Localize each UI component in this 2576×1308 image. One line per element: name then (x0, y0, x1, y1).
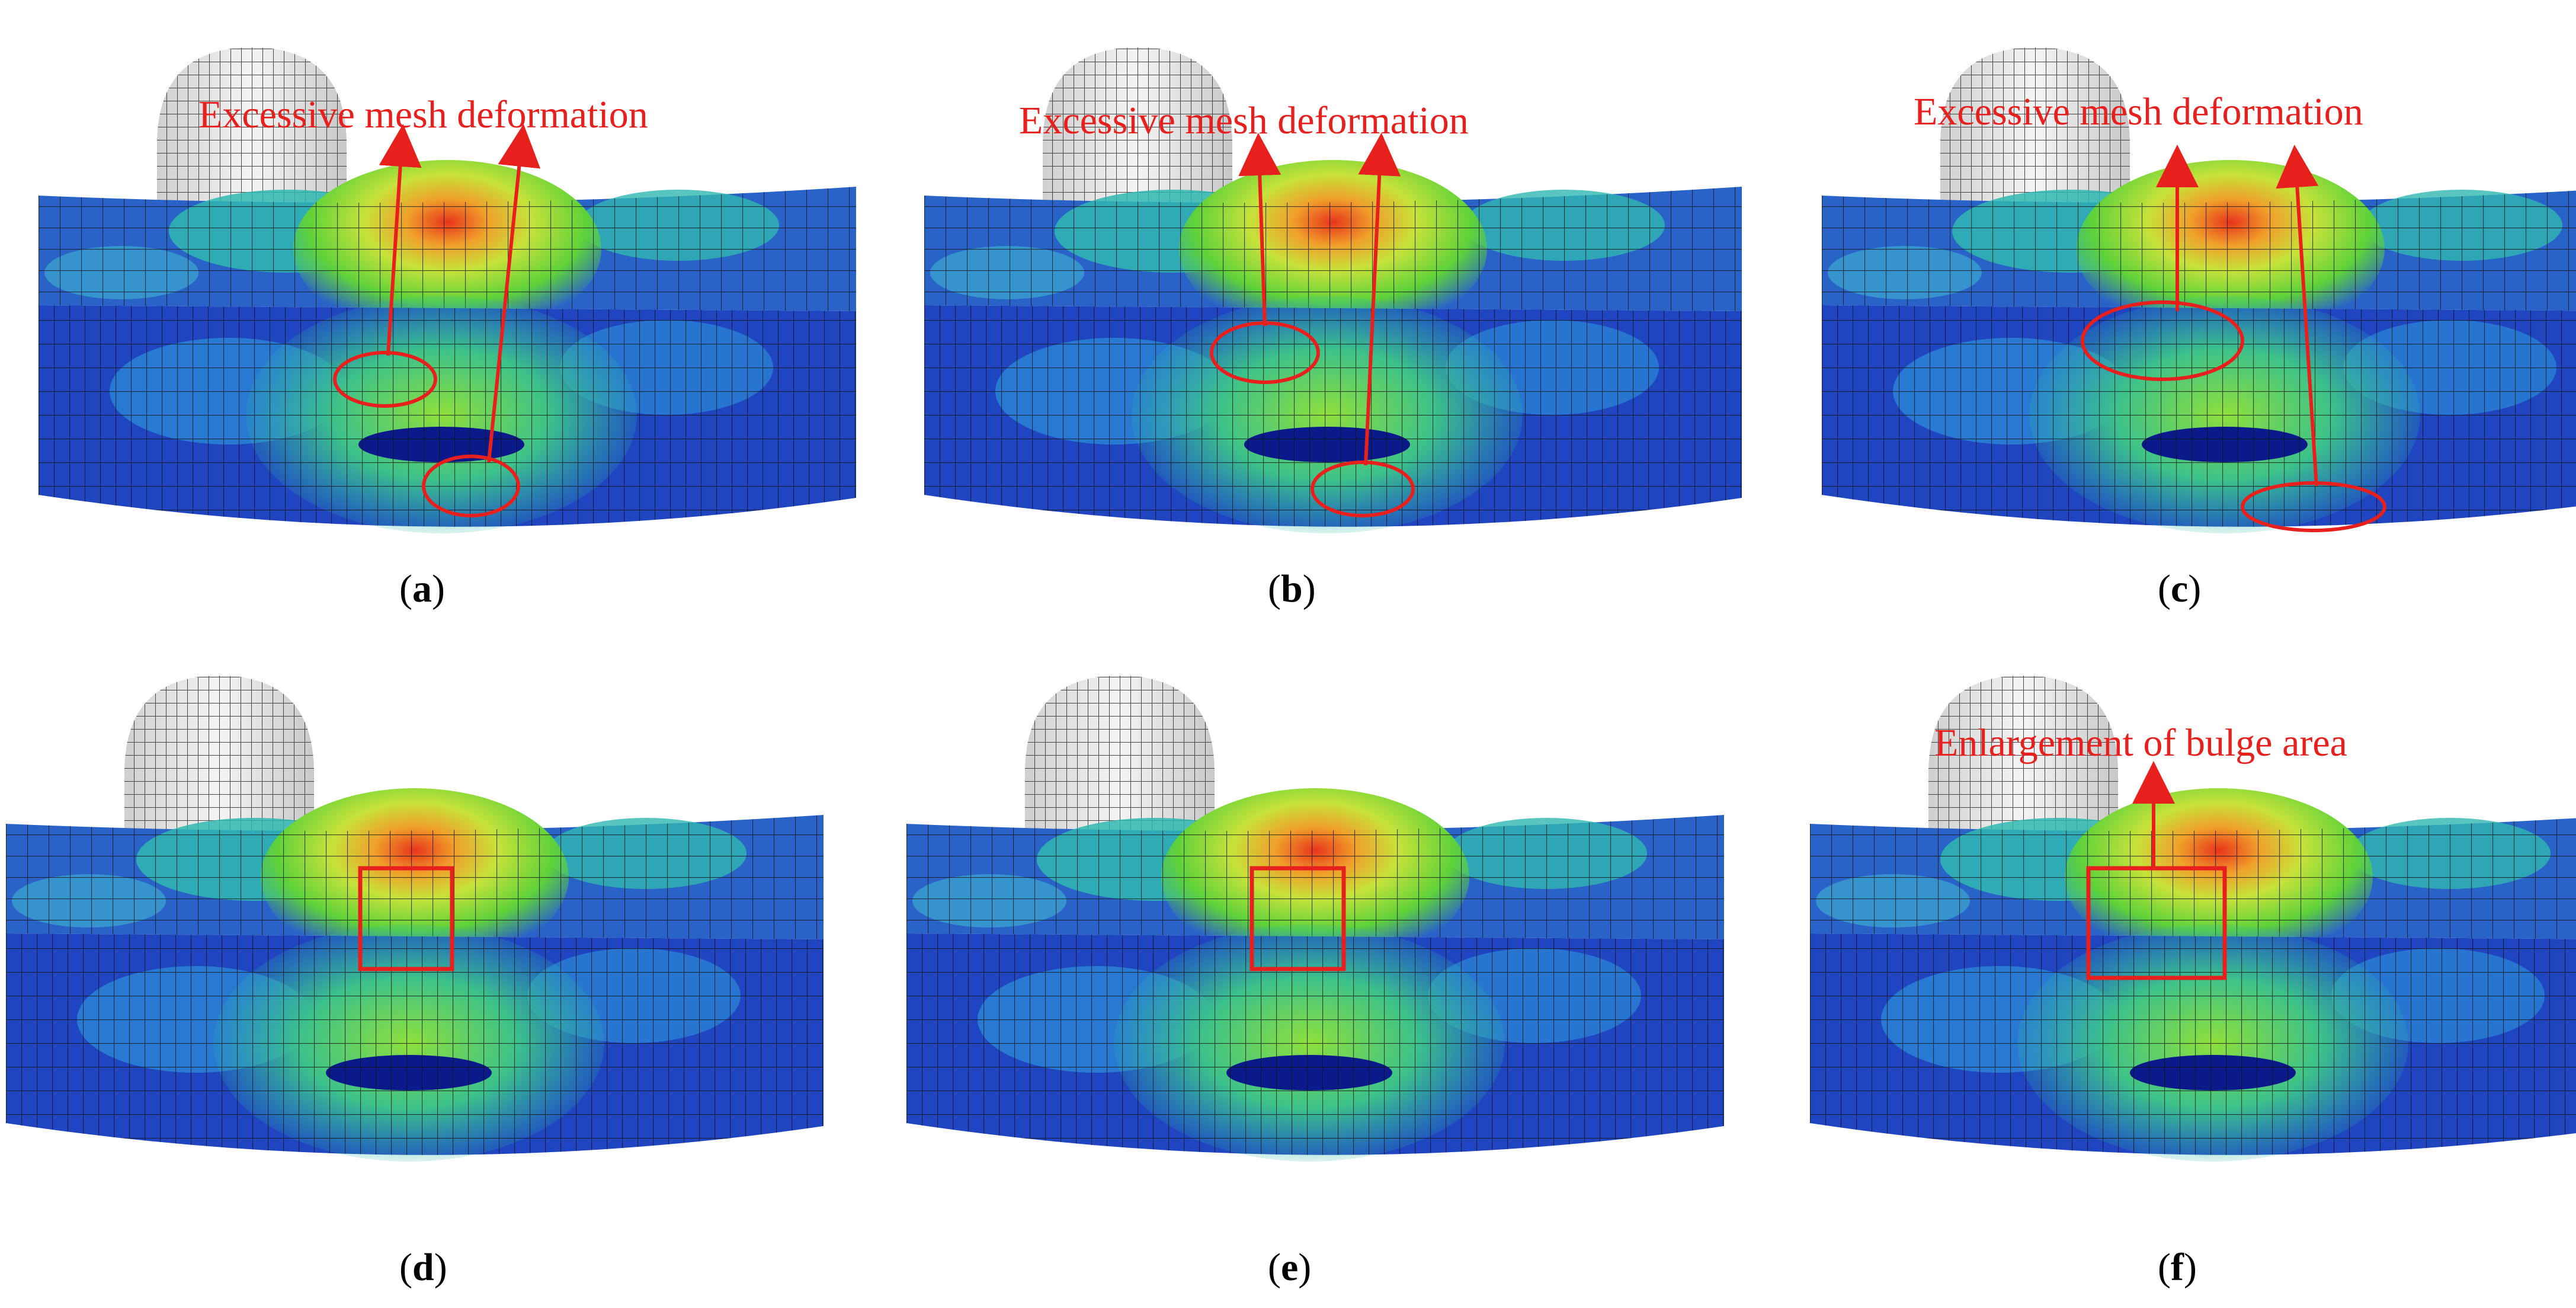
deformation-circle-top (333, 351, 437, 408)
caption-a: (a) (399, 567, 445, 610)
annotation-b: Excessive mesh deformation (1019, 99, 1469, 142)
annotation-arrow-left (1238, 133, 1281, 327)
bulge-box (358, 866, 454, 971)
deformation-circle-bottom (1311, 460, 1415, 517)
annotation-arrow-right (2276, 145, 2319, 487)
caption-d: (d) (399, 1246, 447, 1289)
annotation-arrow-left (379, 124, 422, 356)
bulge-box (1249, 866, 1346, 971)
panel-b (924, 47, 1742, 533)
deformation-circle-top (2081, 300, 2244, 381)
panel-e (906, 676, 1724, 1162)
panel-f (1810, 676, 2576, 1162)
annotation-c: Excessive mesh deformation (1914, 90, 2363, 133)
bulge-box (2086, 866, 2227, 980)
panel-a (39, 47, 856, 533)
deformation-circle-bottom (2241, 481, 2386, 532)
annotation-f: Enlargement of bulge area (1934, 721, 2347, 765)
caption-b: (b) (1268, 567, 1316, 610)
panel-c (1822, 47, 2576, 533)
annotation-arrow-right (1358, 133, 1401, 466)
caption-c: (c) (2158, 567, 2201, 610)
panel-d (6, 676, 824, 1162)
deformation-circle-bottom (422, 455, 520, 517)
caption-f: (f) (2158, 1246, 2197, 1289)
annotation-a: Excessive mesh deformation (198, 93, 648, 136)
annotation-arrow-right (487, 124, 541, 463)
caption-e: (e) (1268, 1246, 1311, 1289)
